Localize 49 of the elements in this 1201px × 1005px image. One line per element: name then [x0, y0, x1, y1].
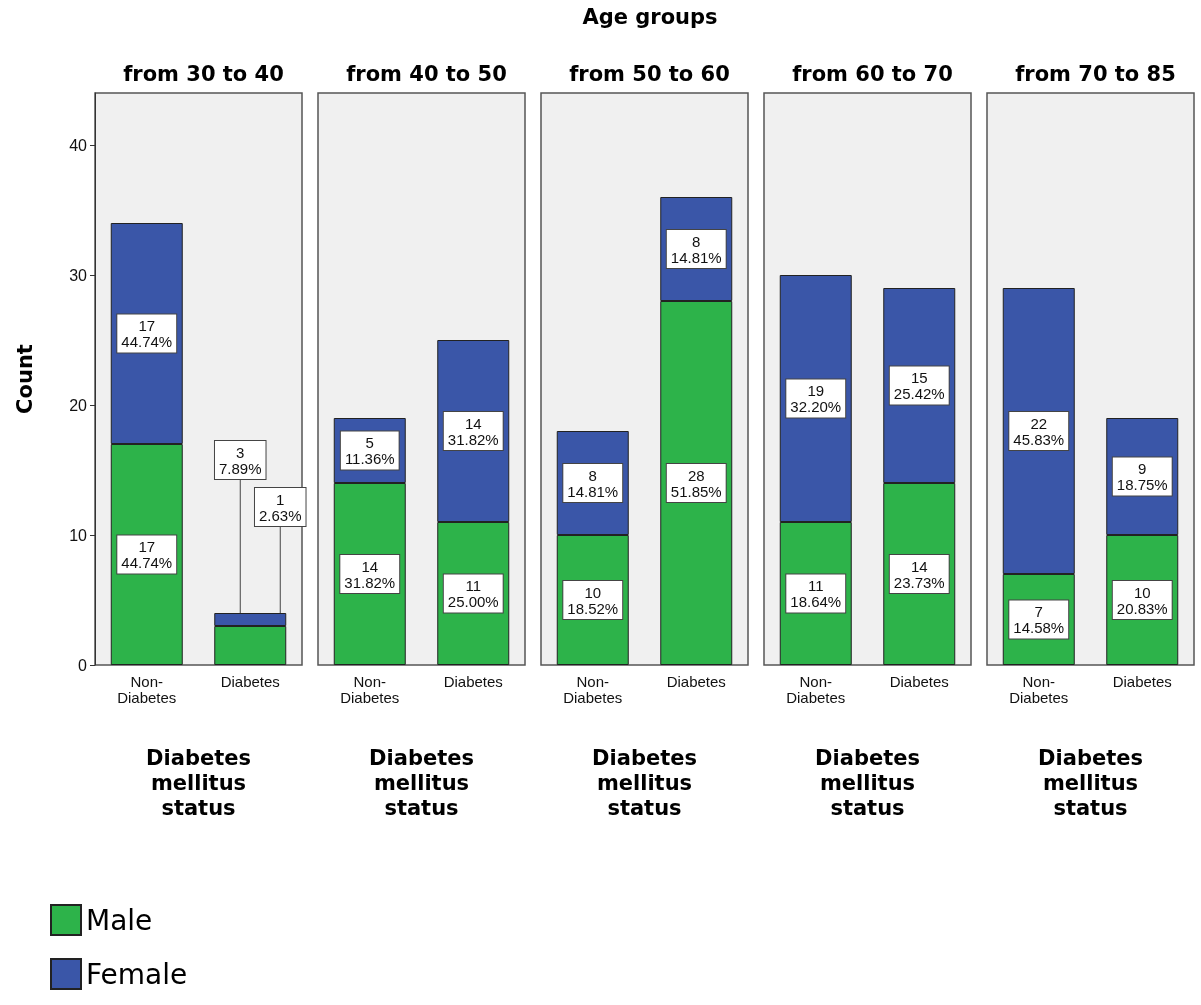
data-label: 22 45.83%	[1013, 414, 1065, 448]
data-label: 14 31.82%	[344, 557, 396, 591]
legend-label: Male	[86, 903, 153, 937]
y-axis-title: Count	[12, 344, 37, 414]
chart-title: from 50 to 60	[569, 61, 730, 86]
x-tick-label: Non-Diabetes	[563, 672, 623, 706]
data-label: 11 25.00%	[447, 577, 499, 610]
data-label: 5 11.36%	[344, 434, 395, 467]
y-tick-label: 40	[69, 136, 88, 154]
y-tick-label: 20	[69, 396, 88, 414]
x-tick-label: Diabetes	[889, 672, 949, 690]
x-tick-label: Non-Diabetes	[117, 672, 177, 706]
text: Age groups	[581, 5, 719, 29]
y-tick-label: 30	[69, 266, 88, 284]
data-label: 3 7.89%	[218, 443, 262, 477]
x-tick-label: Non-Diabetes	[340, 672, 400, 706]
chart-title: from 60 to 70	[792, 61, 953, 86]
x-axis-title: Diabetes mellitus status	[146, 745, 251, 820]
x-tick-label: Non-Diabetes	[786, 672, 846, 706]
chart-title: from 40 to 50	[346, 61, 507, 86]
chart-title: from 30 to 40	[123, 61, 284, 86]
data-label: 9 18.75%	[1116, 460, 1168, 493]
data-label: 17 44.74%	[121, 538, 173, 571]
x-axis-title: Diabetes mellitus status	[592, 745, 697, 820]
x-tick-label: Diabetes	[220, 672, 280, 690]
data-label: 17 44.74%	[121, 317, 173, 350]
y-tick-label: 10	[69, 526, 88, 544]
x-axis-title: Diabetes mellitus status	[1038, 745, 1143, 820]
data-label: 14 31.82%	[447, 414, 499, 448]
data-label: 8 14.81%	[567, 466, 619, 500]
x-axis-title: Diabetes mellitus status	[815, 745, 920, 820]
x-tick-label: Diabetes	[443, 672, 503, 690]
data-label: 28 51.85%	[670, 466, 722, 500]
x-tick-label: Diabetes	[666, 672, 726, 690]
data-label: 10 18.52%	[567, 583, 619, 617]
chart-title: from 70 to 85	[1015, 61, 1176, 86]
x-tick-label: Non-Diabetes	[1009, 672, 1069, 706]
data-label: 1 2.63%	[258, 490, 302, 524]
data-label: 15 25.42%	[893, 369, 945, 402]
x-tick-label: Diabetes	[1112, 672, 1172, 690]
data-label: 14 23.73%	[893, 557, 945, 591]
data-label: 19 32.20%	[790, 382, 842, 415]
data-label: 8 14.81%	[670, 232, 722, 266]
data-label: 11 18.64%	[790, 577, 842, 610]
legend-label: Female	[86, 957, 188, 991]
x-axis-title: Diabetes mellitus status	[369, 745, 474, 820]
data-label: 7 14.58%	[1013, 603, 1065, 636]
data-label: 10 20.83%	[1116, 583, 1168, 617]
y-tick-label: 0	[78, 656, 88, 674]
